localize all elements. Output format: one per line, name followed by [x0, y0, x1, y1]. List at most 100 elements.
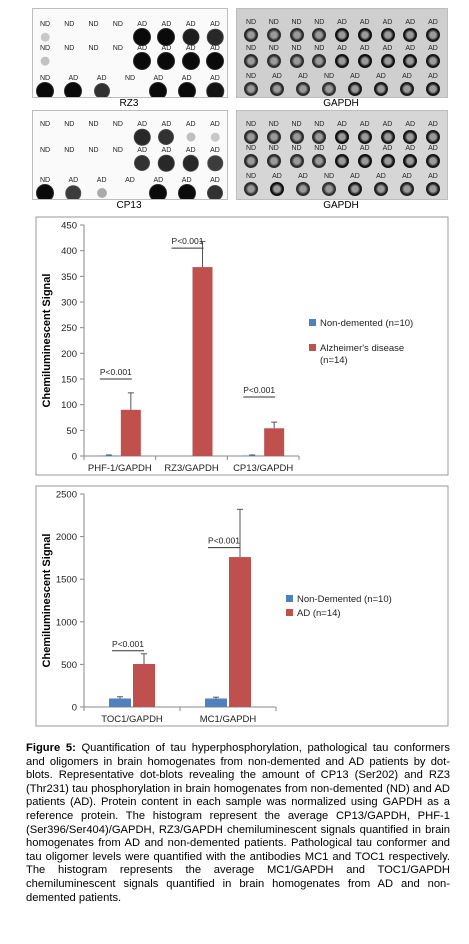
sample-label: AD: [185, 121, 196, 128]
bar: [205, 698, 227, 707]
sample-label: ND: [39, 21, 51, 28]
blot-dot: [289, 154, 304, 168]
p-value-label: P<0.001: [243, 385, 275, 395]
sample-label: AD: [210, 75, 220, 82]
x-tick-label: CP13/GAPDH: [233, 463, 293, 474]
blot-dot: [380, 54, 395, 68]
blot-dot: [335, 154, 349, 168]
blot-dot: [40, 32, 50, 42]
sample-label: ND: [245, 173, 257, 180]
blot-dot: [149, 82, 168, 97]
sample-label: ND: [88, 21, 99, 28]
sample-label: AD: [137, 147, 148, 154]
blot-dot: [426, 182, 440, 196]
chart-frame: [35, 216, 449, 476]
sample-label: AD: [402, 73, 412, 80]
sample-label: AD: [382, 19, 393, 26]
sample-label: AD: [298, 73, 308, 80]
blot-dot: [270, 82, 284, 96]
sample-label: ND: [39, 121, 51, 128]
sample-label: AD: [382, 145, 393, 152]
sample-label: AD: [359, 121, 370, 128]
sample-label: AD: [350, 173, 360, 180]
blot-dot: [357, 130, 372, 144]
y-tick-label: 150: [61, 375, 77, 386]
sample-label: ND: [291, 19, 302, 26]
phosphorylation-bar-chart: 0 50 100 150 200 250 300 350 400 450 Chemiluminesc…: [0, 215, 469, 477]
sample-label: AD: [210, 147, 220, 154]
caption-text: Quantification of tau hyperphosphorylati…: [26, 742, 450, 904]
blot-dot: [206, 82, 224, 97]
sample-label: AD: [153, 177, 164, 184]
y-tick-label: 500: [61, 660, 77, 671]
sample-label: ND: [323, 73, 335, 80]
blot-dot: [357, 28, 372, 42]
blot-dot: [266, 54, 281, 68]
sample-label: AD: [137, 121, 148, 128]
blot-dot: [36, 184, 54, 199]
chart-frame: [35, 485, 449, 727]
sample-label: ND: [314, 121, 325, 128]
blot-dot: [244, 130, 258, 144]
rz3-blot-label: RZ3: [119, 98, 139, 109]
x-tick-label: PHF-1/GAPDH: [88, 463, 152, 474]
sample-label: AD: [405, 121, 416, 128]
blot-dot: [96, 188, 107, 198]
blot-dot: [312, 28, 327, 42]
blot-dot: [40, 56, 50, 66]
sample-label: AD: [376, 173, 386, 180]
blot-dot: [380, 28, 395, 42]
blot-dot: [177, 82, 196, 97]
sample-label: AD: [181, 75, 192, 82]
sample-label: ND: [245, 45, 257, 52]
blot-dot: [93, 83, 110, 97]
sample-label: ND: [88, 147, 99, 154]
y-tick-label: 100: [61, 400, 77, 411]
sample-label: AD: [405, 45, 416, 52]
blot-dot: [380, 154, 395, 168]
sample-label: AD: [96, 75, 107, 82]
figure-caption: Figure 5: Quantification of tau hyperpho…: [26, 742, 450, 905]
y-tick-label: 350: [61, 272, 77, 283]
blot-dot: [289, 54, 304, 68]
blot-dot: [244, 182, 258, 196]
y-tick-label: 1500: [56, 575, 77, 586]
blot-dot: [133, 28, 152, 46]
blot-dot: [181, 52, 200, 70]
sample-label: ND: [39, 177, 51, 184]
blot-dot: [322, 182, 336, 196]
blot-dot: [312, 54, 327, 68]
blot-dot: [244, 28, 258, 42]
bar: [109, 698, 131, 707]
bar: [120, 409, 141, 456]
y-tick-label: 0: [72, 703, 77, 714]
sample-label: AD: [161, 147, 172, 154]
cp13-blot-label: CP13: [116, 200, 142, 211]
blot-dot: [426, 154, 440, 168]
blot-dot: [266, 130, 281, 144]
blot-dot: [157, 28, 176, 46]
blot-dot: [206, 28, 224, 46]
sample-label: AD: [185, 21, 196, 28]
legend-label: AD (n=14): [297, 608, 341, 619]
y-axis-label: Chemiluminescent Signal: [41, 274, 53, 408]
sample-label: AD: [405, 19, 416, 26]
bar: [133, 663, 155, 707]
blot-dot: [403, 130, 418, 144]
sample-label: ND: [245, 19, 257, 26]
blot-dot: [133, 52, 152, 70]
sample-label: AD: [376, 73, 386, 80]
sample-label: AD: [210, 45, 220, 52]
sample-label: ND: [268, 121, 279, 128]
blot-dot: [158, 154, 175, 172]
rz3-dot-blot: ND ND ND ND AD AD AD AD ND ND ND ND AD AD AD AD ND AD AD ND…: [32, 8, 228, 98]
gapdh-dot-blot-top: ND ND ND ND AD AD AD AD AD ND ND ND ND AD AD AD AD AD ND AD…: [236, 8, 448, 98]
sample-label: AD: [337, 145, 347, 152]
bar: [242, 455, 263, 456]
sample-label: ND: [291, 145, 302, 152]
sample-label: ND: [39, 45, 51, 52]
blot-dot: [207, 155, 223, 171]
sample-label: ND: [268, 45, 279, 52]
blot-dot: [210, 132, 220, 142]
legend-label: Non-demented (n=10): [320, 318, 413, 329]
